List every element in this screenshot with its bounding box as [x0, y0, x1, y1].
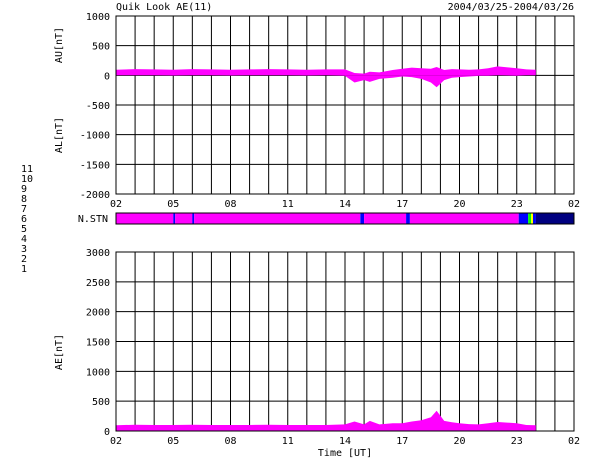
nstn-segment [192, 213, 195, 224]
au-al-x-tick-label: 05 [167, 199, 179, 210]
nstn-legend-level: 2 [21, 254, 27, 265]
nstn-legend-level: 10 [21, 174, 33, 185]
al-series-area [116, 75, 536, 88]
ae-x-tick-label: 14 [339, 436, 351, 447]
au-al-y-tick-label: 1000 [86, 12, 110, 23]
au-al-y-tick-label: -2000 [80, 190, 110, 201]
ae-x-tick-label: 02 [110, 436, 122, 447]
au-al-y-tick-label: -1500 [80, 160, 110, 171]
nstn-segment [533, 213, 536, 224]
au-al-x-tick-label: 20 [453, 199, 465, 210]
au-al-x-tick-label: 14 [339, 199, 351, 210]
chart-date-range: 2004/03/25-2004/03/26 [448, 2, 574, 13]
nstn-segment [531, 213, 533, 224]
ae-x-tick-label: 11 [282, 436, 294, 447]
au-al-x-tick-label: 17 [396, 199, 408, 210]
au-al-y-tick-label: -1000 [80, 131, 110, 142]
nstn-segment [194, 213, 361, 224]
nstn-segment [518, 213, 529, 224]
au-al-x-tick-label: 11 [282, 199, 294, 210]
ae-x-tick-label: 20 [453, 436, 465, 447]
ae-y-tick-label: 2500 [86, 278, 110, 289]
nstn-strip-frame [115, 212, 575, 225]
nstn-segment [409, 213, 519, 224]
nstn-legend-level: 3 [21, 244, 27, 255]
nstn-legend-level: 11 [21, 164, 33, 175]
au-al-plot-frame [115, 15, 575, 195]
au-al-y-tick-label: 0 [104, 71, 110, 82]
nstn-segment [406, 213, 410, 224]
chart-title: Quik Look AE(11) [116, 2, 212, 13]
ae-x-tick-label: 05 [167, 436, 179, 447]
nstn-legend-level: 5 [21, 224, 27, 235]
au-series-area [116, 66, 536, 76]
ae-series-area [116, 410, 536, 431]
ae-axis-label: AE[nT] [54, 334, 65, 370]
au-al-y-tick-label: -500 [86, 101, 110, 112]
nstn-legend-level: 7 [21, 204, 27, 215]
nstn-segment [535, 213, 574, 224]
au-axis-label: AU[nT] [54, 27, 65, 63]
nstn-legend-level: 8 [21, 194, 27, 205]
nstn-segment [360, 213, 365, 224]
ae-x-tick-label: 08 [224, 436, 236, 447]
ae-plot-frame [115, 251, 575, 432]
nstn-segment [173, 213, 176, 224]
ae-y-tick-label: 500 [92, 397, 110, 408]
al-axis-label: AL[nT] [54, 117, 65, 153]
au-al-x-tick-label: 02 [568, 199, 580, 210]
ae-y-tick-label: 1500 [86, 338, 110, 349]
nstn-legend-level: 6 [21, 214, 27, 225]
ae-y-tick-label: 0 [104, 427, 110, 438]
nstn-segment [528, 213, 532, 224]
ae-y-tick-label: 1000 [86, 367, 110, 378]
au-al-x-tick-label: 08 [224, 199, 236, 210]
x-axis-title: Time [UT] [318, 448, 372, 459]
au-al-x-tick-label: 02 [110, 199, 122, 210]
nstn-legend-level: 4 [21, 234, 27, 245]
au-al-y-tick-label: 500 [92, 42, 110, 53]
nstn-legend-level: 9 [21, 184, 27, 195]
nstn-segment [116, 213, 174, 224]
nstn-segment [364, 213, 407, 224]
ae-x-tick-label: 17 [396, 436, 408, 447]
au-al-x-tick-label: 23 [511, 199, 523, 210]
ae-x-tick-label: 23 [511, 436, 523, 447]
ae-x-tick-label: 02 [568, 436, 580, 447]
ae-y-tick-label: 2000 [86, 308, 110, 319]
nstn-axis-label: N.STN [78, 214, 108, 225]
nstn-legend-level: 1 [21, 264, 27, 275]
nstn-segment [175, 213, 193, 224]
ae-y-tick-label: 3000 [86, 248, 110, 259]
